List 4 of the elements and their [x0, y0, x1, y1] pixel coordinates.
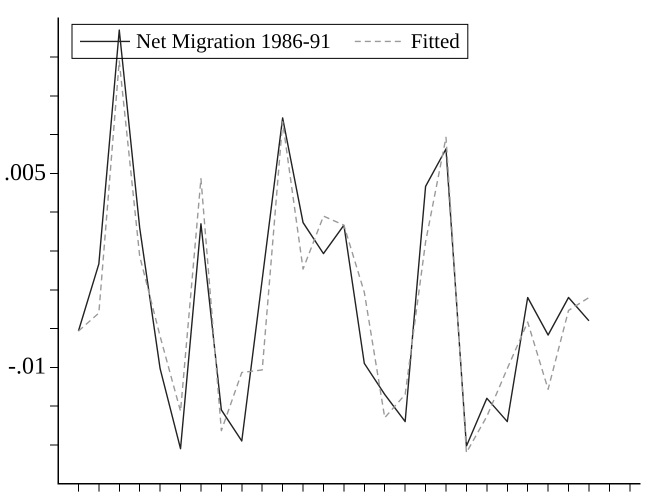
legend-label: Net Migration 1986-91	[136, 28, 331, 53]
y-tick-label: -.01	[8, 354, 46, 380]
y-tick-label: .005	[4, 160, 46, 186]
legend-label: Fitted	[410, 28, 460, 53]
